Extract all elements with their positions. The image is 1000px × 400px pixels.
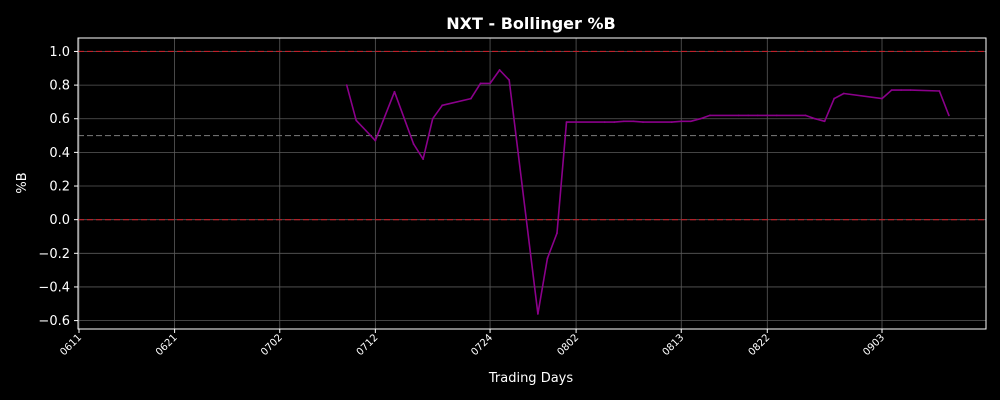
data-point: [441, 104, 444, 107]
y-tick-label: 1.0: [49, 45, 70, 60]
x-tick-label: 0903: [861, 332, 887, 358]
data-point: [823, 120, 826, 123]
data-point: [747, 114, 750, 117]
data-point: [699, 117, 702, 120]
data-point: [412, 143, 415, 145]
data-point: [737, 114, 740, 117]
data-point: [900, 89, 903, 92]
chart-title: NXT - Bollinger %B: [446, 14, 615, 33]
y-tick-label: 0.4: [49, 146, 70, 161]
data-point: [603, 121, 606, 124]
data-point: [766, 114, 769, 117]
x-tick-label: 0621: [154, 332, 180, 358]
plot-frame: [77, 37, 987, 330]
x-tick-label: 0702: [259, 332, 285, 358]
data-point: [431, 117, 434, 120]
data-point: [508, 79, 511, 81]
data-point: [556, 232, 558, 235]
x-tick-label: 0813: [661, 332, 687, 358]
x-tick-label: 0611: [58, 332, 84, 358]
data-point: [345, 84, 348, 86]
x-axis: 0611 0621 0702 0712 0724 0802 0813 0822 0903: [58, 329, 887, 358]
data-point: [833, 97, 836, 100]
data-point: [842, 92, 845, 95]
data-point: [575, 121, 577, 124]
x-axis-label: Trading Days: [488, 371, 573, 386]
data-point: [393, 90, 396, 93]
y-axis: 1.0 0.8 0.6 0.4 0.2 0.0 −0.2 −0.4 −0.6: [38, 45, 78, 329]
x-tick-label: 0724: [469, 332, 495, 358]
y-tick-label: 0.8: [49, 79, 70, 94]
x-tick-label: 0822: [747, 332, 773, 358]
data-point: [622, 120, 625, 123]
data-point: [948, 114, 950, 117]
x-tick-label: 0712: [355, 332, 381, 358]
data-point: [804, 114, 807, 117]
reference-lines: [78, 50, 986, 221]
data-point: [498, 69, 501, 71]
y-axis-label: %B: [15, 172, 30, 193]
y-tick-label: −0.2: [38, 247, 70, 262]
data-point: [689, 120, 692, 123]
plot-area: [78, 38, 986, 329]
y-tick-label: −0.4: [38, 280, 70, 295]
data-point: [632, 120, 635, 123]
data-point: [814, 117, 816, 120]
data-point: [364, 129, 367, 132]
data-point: [642, 121, 644, 124]
series-layer: [345, 69, 950, 315]
data-point: [680, 120, 683, 123]
data-point: [536, 312, 539, 315]
y-tick-label: 0.2: [49, 180, 70, 195]
data-point: [470, 97, 472, 100]
data-point: [489, 82, 491, 85]
data-point: [881, 97, 883, 100]
y-tick-label: 0.6: [49, 112, 70, 127]
y-tick-label: −0.6: [38, 314, 70, 329]
data-point: [756, 114, 759, 117]
data-point: [890, 89, 893, 92]
data-point: [374, 139, 377, 142]
data-point: [546, 257, 549, 260]
data-point: [938, 90, 941, 92]
data-point: [670, 121, 673, 124]
y-tick-label: 0.0: [49, 213, 70, 228]
data-point: [565, 121, 568, 124]
data-point: [613, 121, 616, 124]
data-point: [909, 89, 912, 92]
x-tick-label: 0802: [555, 332, 581, 358]
data-point: [775, 114, 778, 117]
data-point: [479, 82, 482, 85]
data-point: [422, 158, 425, 161]
data-point: [709, 114, 711, 117]
data-point: [355, 119, 358, 122]
